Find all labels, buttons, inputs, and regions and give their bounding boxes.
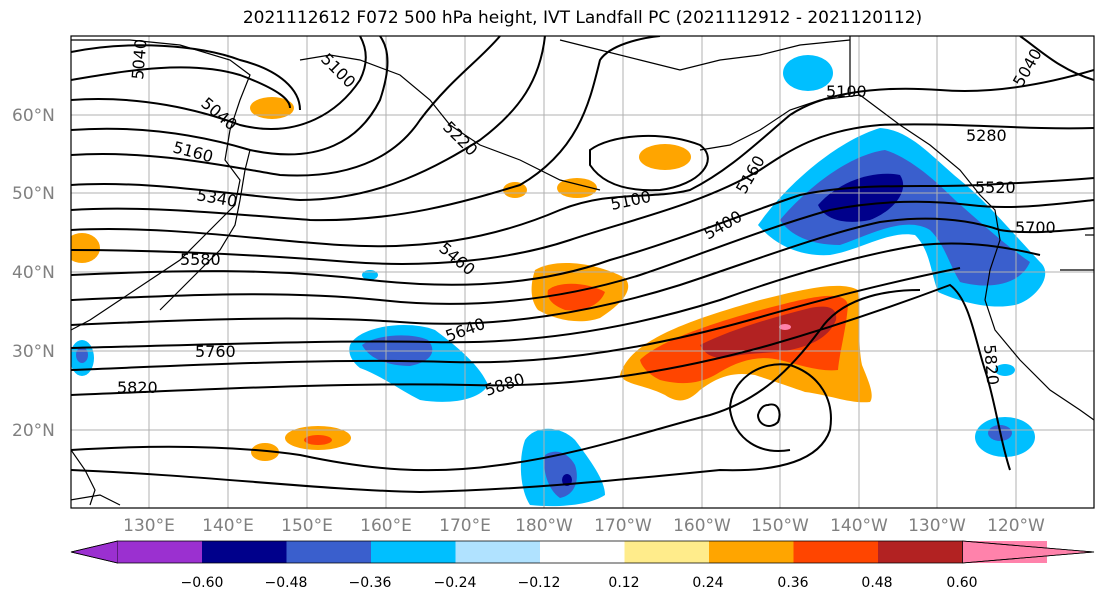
colorbar-tick-label: −0.36 [349,575,392,591]
lon-label: 140°E [202,516,254,536]
colorbar-tick-label: −0.48 [265,575,308,591]
height-contours [71,36,1094,494]
lon-label: 130°E [123,516,175,536]
colorbar-segment [540,541,625,563]
colorbar-tick-label: 0.12 [608,575,639,591]
colorbar-segment [455,541,540,563]
contour-label: 5040 [128,38,150,80]
colorbar-tick-label: 0.48 [861,575,892,591]
lon-label: 170°E [439,516,491,536]
contour-label: 5100 [826,82,867,101]
coastlines [71,36,1094,506]
colorbar-tick-label: 0.24 [692,575,723,591]
colorbar-segment [793,541,878,563]
lon-label: 180°W [515,516,573,536]
contour-label: 5820 [980,344,1002,386]
lat-label: 20°N [12,421,55,441]
colorbar [70,540,1095,564]
contour-label: 5280 [966,126,1007,145]
colorbar-tick-label: 0.36 [777,575,808,591]
colorbar-extend-low [70,540,118,564]
lon-label: 120°W [987,516,1045,536]
lon-label: 170°W [594,516,652,536]
lat-label: 30°N [12,342,55,362]
lon-label: 160°E [360,516,412,536]
colorbar-tick-label: 0.60 [946,575,977,591]
lon-label: 160°W [673,516,731,536]
colorbar-segment [709,541,794,563]
lon-label: 150°E [281,516,333,536]
colorbar-segment [878,541,963,563]
lon-label: 140°W [830,516,888,536]
lat-label: 60°N [12,106,55,126]
ivt-shading [71,55,1046,507]
colorbar-segment [202,541,287,563]
lat-label: 40°N [12,263,55,283]
colorbar-tick-label: −0.12 [518,575,561,591]
contour-label: 5520 [975,178,1016,197]
lon-label: 130°W [908,516,966,536]
contour-label: 5580 [180,250,221,269]
lon-label: 150°W [751,516,809,536]
colorbar-segment [117,541,202,563]
gridlines [71,36,1094,508]
latitude-labels: 60°N 50°N 40°N 30°N 20°N [12,106,55,441]
colorbar-segment [286,541,371,563]
colorbar-tick-label: −0.24 [434,575,477,591]
contour-label: 5820 [117,378,158,397]
colorbar-tick-label: −0.60 [181,575,224,591]
longitude-labels: 130°E 140°E 150°E 160°E 170°E 180°W 170°… [123,516,1045,536]
map-title: 2021112612 F072 500 hPa height, IVT Land… [242,8,923,28]
contour-label: 5760 [195,342,236,361]
colorbar-ticks: −0.60 −0.48 −0.36 −0.24 −0.12 0.12 0.24 … [181,575,978,591]
colorbar-segment [624,541,709,563]
lat-label: 50°N [12,184,55,204]
contour-label: 5700 [1015,218,1056,237]
colorbar-segment [371,541,456,563]
